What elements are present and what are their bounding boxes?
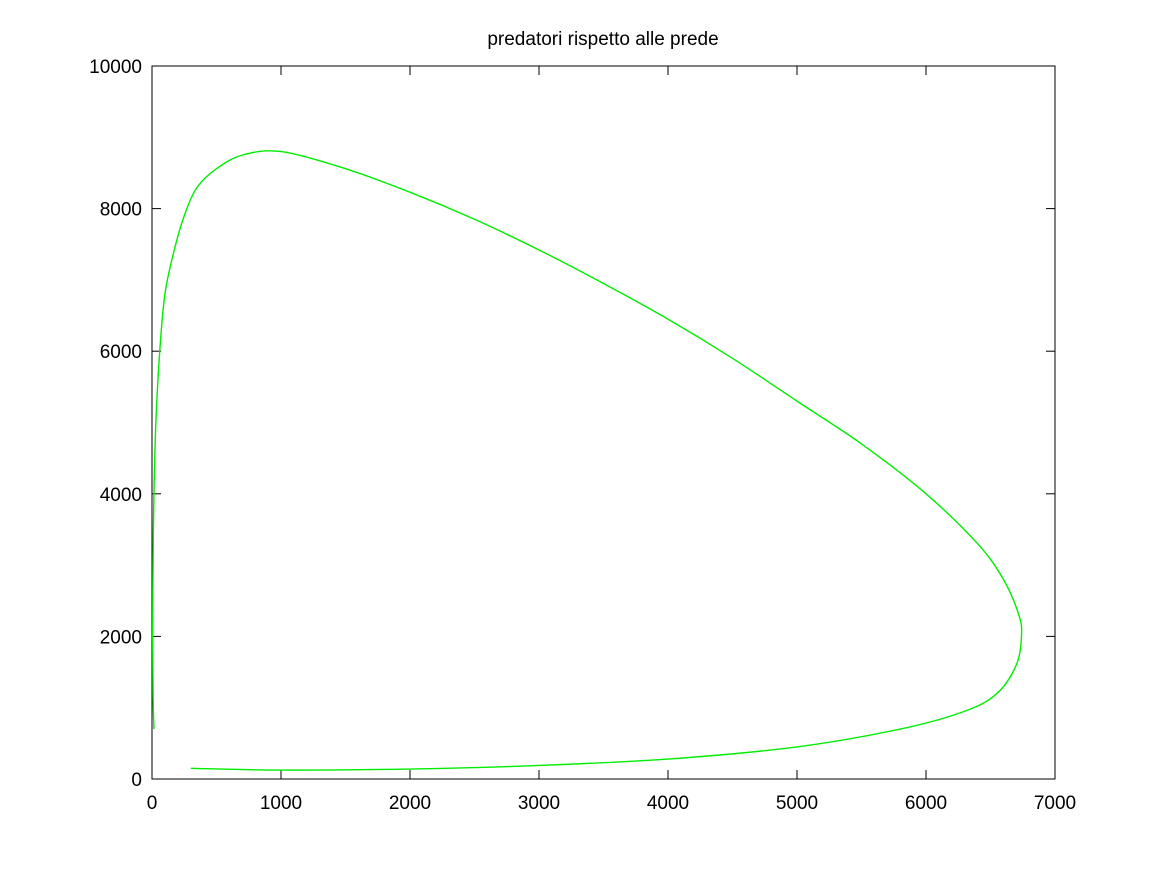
- x-tick-label: 7000: [1034, 793, 1076, 814]
- y-tick-label: 8000: [100, 200, 142, 221]
- plot-frame: [151, 65, 1056, 780]
- x-tick-label: 4000: [647, 793, 689, 814]
- chart-title: predatori rispetto alle prede: [487, 29, 718, 50]
- series-layer: [151, 150, 1023, 771]
- ticks-layer: 0 1000 2000 3000 4000 5000 6000 7000 0 2000 4000 60…: [89, 57, 1076, 814]
- y-tick-label: 6000: [100, 342, 142, 363]
- x-tick-label: 6000: [905, 793, 947, 814]
- x-tick-label: 3000: [518, 793, 560, 814]
- y-tick-label: 4000: [100, 485, 142, 506]
- x-tick-label: 1000: [260, 793, 302, 814]
- series-line-0: [151, 150, 1023, 771]
- y-tick-label: 0: [131, 770, 142, 791]
- y-tick-label: 10000: [89, 57, 142, 78]
- x-tick-label: 0: [147, 793, 158, 814]
- y-tick-label: 2000: [100, 627, 142, 648]
- x-tick-label: 2000: [389, 793, 431, 814]
- x-tick-label: 5000: [776, 793, 818, 814]
